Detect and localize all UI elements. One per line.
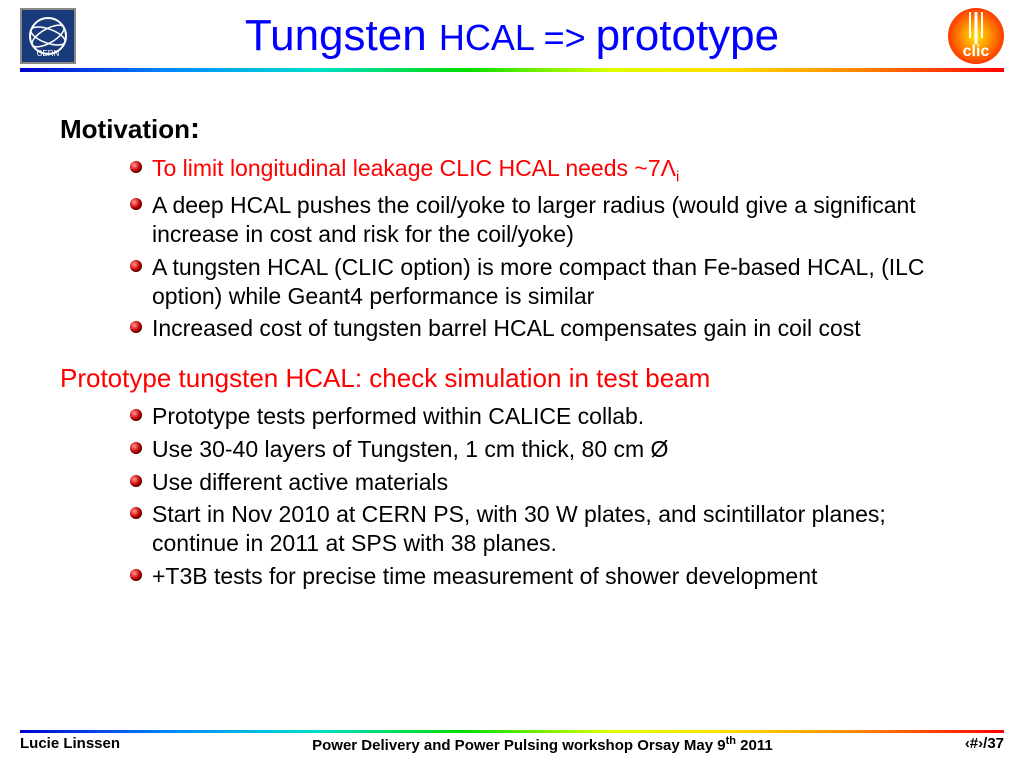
bullet-item: Use different active materials: [130, 468, 964, 497]
bullet-item: Increased cost of tungsten barrel HCAL c…: [130, 314, 964, 343]
bullet-item: A deep HCAL pushes the coil/yoke to larg…: [130, 191, 964, 249]
bullet-text: Prototype tests performed within CALICE …: [152, 403, 644, 429]
footer-row: Lucie Linssen Power Delivery and Power P…: [20, 735, 1004, 754]
footer-author: Lucie Linssen: [20, 735, 120, 754]
section2-bullets: Prototype tests performed within CALICE …: [60, 402, 964, 591]
footer-page: ‹#›/37: [965, 735, 1004, 754]
bullet-text: To limit longitudinal leakage CLIC HCAL …: [152, 155, 676, 181]
svg-text:clic: clic: [963, 43, 990, 60]
footer-divider: [20, 730, 1004, 733]
footer-event-post: 2011: [736, 737, 773, 754]
footer-event-pre: Power Delivery and Power Pulsing worksho…: [312, 737, 725, 754]
section1-bullets: To limit longitudinal leakage CLIC HCAL …: [60, 154, 964, 343]
slide-content: Motivation: To limit longitudinal leakag…: [0, 72, 1024, 591]
slide-header: CERN Tungsten HCAL => prototype clic: [0, 0, 1024, 64]
bullet-subscript: i: [676, 169, 679, 186]
bullet-item: +T3B tests for precise time measurement …: [130, 562, 964, 591]
svg-text:CERN: CERN: [37, 49, 60, 58]
clic-logo: clic: [948, 8, 1004, 64]
title-part2: HCAL =>: [439, 17, 596, 58]
bullet-item: Use 30-40 layers of Tungsten, 1 cm thick…: [130, 435, 964, 464]
bullet-text: A deep HCAL pushes the coil/yoke to larg…: [152, 192, 916, 247]
bullet-text: Start in Nov 2010 at CERN PS, with 30 W …: [152, 501, 886, 556]
footer-event: Power Delivery and Power Pulsing worksho…: [120, 735, 965, 754]
bullet-text: A tungsten HCAL (CLIC option) is more co…: [152, 254, 925, 309]
slide-footer: Lucie Linssen Power Delivery and Power P…: [20, 730, 1004, 754]
colon: :: [190, 112, 200, 145]
bullet-item: A tungsten HCAL (CLIC option) is more co…: [130, 253, 964, 311]
bullet-item: Start in Nov 2010 at CERN PS, with 30 W …: [130, 500, 964, 558]
bullet-text: Increased cost of tungsten barrel HCAL c…: [152, 315, 861, 341]
cern-logo: CERN: [20, 8, 76, 64]
section1-heading: Motivation:: [60, 112, 964, 146]
section1-heading-text: Motivation: [60, 114, 190, 144]
footer-event-sup: th: [726, 735, 736, 747]
title-part3: prototype: [596, 11, 779, 60]
bullet-text: Use 30-40 layers of Tungsten, 1 cm thick…: [152, 436, 668, 462]
title-part1: Tungsten: [245, 11, 439, 60]
bullet-item: To limit longitudinal leakage CLIC HCAL …: [130, 154, 964, 187]
slide-title: Tungsten HCAL => prototype: [76, 11, 948, 61]
bullet-text: +T3B tests for precise time measurement …: [152, 563, 817, 589]
bullet-item: Prototype tests performed within CALICE …: [130, 402, 964, 431]
bullet-text: Use different active materials: [152, 469, 448, 495]
section2-heading: Prototype tungsten HCAL: check simulatio…: [60, 363, 964, 394]
